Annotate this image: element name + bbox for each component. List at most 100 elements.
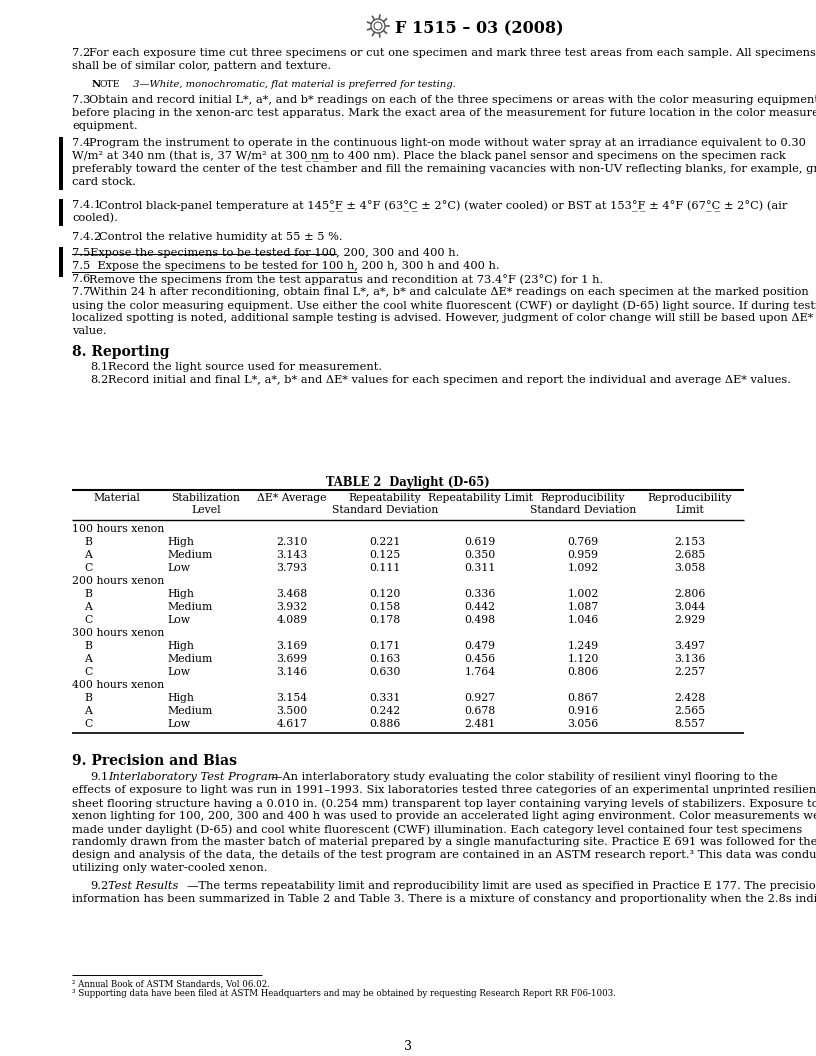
Text: ² Annual Book of ASTM Standards, Vol 06.02.: ² Annual Book of ASTM Standards, Vol 06.… <box>72 980 270 989</box>
Text: High: High <box>167 693 194 703</box>
Text: Obtain and record initial L*, a*, and b* readings on each of the three specimens: Obtain and record initial L*, a*, and b*… <box>89 95 816 105</box>
Text: 9. Precision and Bias: 9. Precision and Bias <box>72 754 237 768</box>
Text: sheet flooring structure having a 0.010 in. (0.254 mm) transparent top layer con: sheet flooring structure having a 0.010 … <box>72 798 816 809</box>
Text: Medium: Medium <box>167 550 212 560</box>
Text: 2.806: 2.806 <box>674 589 706 599</box>
Text: B: B <box>84 538 92 547</box>
Text: For each exposure time cut three specimens or cut one specimen and mark three te: For each exposure time cut three specime… <box>89 48 816 58</box>
Text: Test Results: Test Results <box>108 881 179 891</box>
Text: C: C <box>84 615 92 625</box>
Text: A: A <box>84 602 92 612</box>
Text: Medium: Medium <box>167 654 212 664</box>
Text: shall be of similar color, pattern and texture.: shall be of similar color, pattern and t… <box>72 61 331 71</box>
Text: made under daylight (D-65) and cool white fluorescent (CWF) illumination. Each c: made under daylight (D-65) and cool whit… <box>72 824 802 834</box>
Text: 3: 3 <box>404 1040 412 1053</box>
Text: 3.044: 3.044 <box>675 602 706 612</box>
Text: preferably toward the center of the test chamber and fill the remaining vacancie: preferably toward the center of the test… <box>72 164 816 174</box>
Text: C: C <box>84 563 92 573</box>
Text: Reproducibility
Limit: Reproducibility Limit <box>648 493 732 514</box>
Text: 3.500: 3.500 <box>277 706 308 716</box>
Text: 0.120: 0.120 <box>370 589 401 599</box>
Text: Low: Low <box>167 563 190 573</box>
Text: 3.154: 3.154 <box>277 693 308 703</box>
Text: 0.619: 0.619 <box>464 538 495 547</box>
Text: 1.120: 1.120 <box>567 654 599 664</box>
Bar <box>59 137 63 190</box>
Text: 0.336: 0.336 <box>464 589 495 599</box>
Text: 2.428: 2.428 <box>674 693 706 703</box>
Text: 7.7: 7.7 <box>72 287 91 297</box>
Text: randomly drawn from the master batch of material prepared by a single manufactur: randomly drawn from the master batch of … <box>72 837 816 847</box>
Text: 0.125: 0.125 <box>370 550 401 560</box>
Text: —An interlaboratory study evaluating the color stability of resilient vinyl floo: —An interlaboratory study evaluating the… <box>271 772 778 782</box>
Text: TABLE 2  Daylight (D-65): TABLE 2 Daylight (D-65) <box>326 476 490 489</box>
Text: Material: Material <box>94 493 140 503</box>
Text: value.: value. <box>72 326 107 336</box>
Text: 1.087: 1.087 <box>567 602 599 612</box>
Text: Reproducibility
Standard Deviation: Reproducibility Standard Deviation <box>530 493 636 514</box>
Text: 0.678: 0.678 <box>464 706 495 716</box>
Text: 2.310: 2.310 <box>277 538 308 547</box>
Text: 0.769: 0.769 <box>567 538 599 547</box>
Text: High: High <box>167 538 194 547</box>
Text: 2.153: 2.153 <box>674 538 706 547</box>
Text: 0.479: 0.479 <box>464 641 495 650</box>
Text: 1.046: 1.046 <box>567 615 599 625</box>
Text: cooled).: cooled). <box>72 213 118 223</box>
Text: 0.221: 0.221 <box>370 538 401 547</box>
Text: equipment.: equipment. <box>72 121 138 131</box>
Text: 4.089: 4.089 <box>277 615 308 625</box>
Text: 0.806: 0.806 <box>567 667 599 677</box>
Text: 2.257: 2.257 <box>675 667 706 677</box>
Text: F 1515 – 03 (2008): F 1515 – 03 (2008) <box>395 20 564 37</box>
Text: B: B <box>84 589 92 599</box>
Text: Repeatability
Standard Deviation: Repeatability Standard Deviation <box>332 493 438 514</box>
Text: 1.249: 1.249 <box>567 641 599 650</box>
Text: Medium: Medium <box>167 706 212 716</box>
Text: 1.764: 1.764 <box>464 667 495 677</box>
Text: A: A <box>84 654 92 664</box>
Text: 3.136: 3.136 <box>674 654 706 664</box>
Text: 0.311: 0.311 <box>464 563 495 573</box>
Text: 9.1: 9.1 <box>90 772 109 782</box>
Text: 8.1: 8.1 <box>90 362 109 372</box>
Text: 8.2: 8.2 <box>90 375 109 385</box>
Text: 0.959: 0.959 <box>567 550 598 560</box>
Text: 7.4: 7.4 <box>72 138 91 148</box>
Text: N: N <box>92 80 101 89</box>
Text: W/m² at 340 nm (that is, 37 W/m² at 300 ̲n̲m̲ to 400 nm). Place the black panel : W/m² at 340 nm (that is, 37 W/m² at 300 … <box>72 151 786 163</box>
Text: High: High <box>167 589 194 599</box>
Text: 3.468: 3.468 <box>277 589 308 599</box>
Text: 0.916: 0.916 <box>567 706 599 716</box>
Text: 3.699: 3.699 <box>277 654 308 664</box>
Text: 3.058: 3.058 <box>674 563 706 573</box>
Text: 3.793: 3.793 <box>277 563 308 573</box>
Text: ³ Supporting data have been filed at ASTM Headquarters and may be obtained by re: ³ Supporting data have been filed at AST… <box>72 989 616 998</box>
Text: 0.498: 0.498 <box>464 615 495 625</box>
Text: 300 hours xenon: 300 hours xenon <box>72 628 164 638</box>
Bar <box>59 199 63 226</box>
Text: 0.111: 0.111 <box>370 563 401 573</box>
Text: Control the relative humidity at 55 ± 5 %.: Control the relative humidity at 55 ± 5 … <box>99 232 343 242</box>
Text: High: High <box>167 641 194 650</box>
Text: 0.630: 0.630 <box>370 667 401 677</box>
Text: A: A <box>84 550 92 560</box>
Text: 0.442: 0.442 <box>464 602 495 612</box>
Text: 100 hours xenon: 100 hours xenon <box>72 524 164 534</box>
Text: 8.557: 8.557 <box>675 719 706 729</box>
Text: 3.497: 3.497 <box>675 641 706 650</box>
Text: 9.2: 9.2 <box>90 881 109 891</box>
Text: B: B <box>84 693 92 703</box>
Text: Stabilization
Level: Stabilization Level <box>171 493 241 514</box>
Text: 7.3: 7.3 <box>72 95 91 105</box>
Text: Medium: Medium <box>167 602 212 612</box>
Text: Remove the specimens from the test apparatus and recondition at 73.4°F (23°C) fo: Remove the specimens from the test appar… <box>89 274 603 285</box>
Text: localized spotting is noted, additional sample testing is advised. However, judg: localized spotting is noted, additional … <box>72 313 814 323</box>
Text: 7.5Expose the specimens to be tested for 100, 200, 300 and 400 h.: 7.5Expose the specimens to be tested for… <box>72 248 459 258</box>
Text: 0.350: 0.350 <box>464 550 495 560</box>
Text: xenon lighting for 100, 200, 300 and 400 h was used to provide an accelerated li: xenon lighting for 100, 200, 300 and 400… <box>72 811 816 821</box>
Text: effects of exposure to light was run in 1991–1993. Six laboratories tested three: effects of exposure to light was run in … <box>72 785 816 795</box>
Text: 0.242: 0.242 <box>370 706 401 716</box>
Text: utilizing only water-cooled xenon.: utilizing only water-cooled xenon. <box>72 863 268 873</box>
Text: 0.927: 0.927 <box>464 693 495 703</box>
